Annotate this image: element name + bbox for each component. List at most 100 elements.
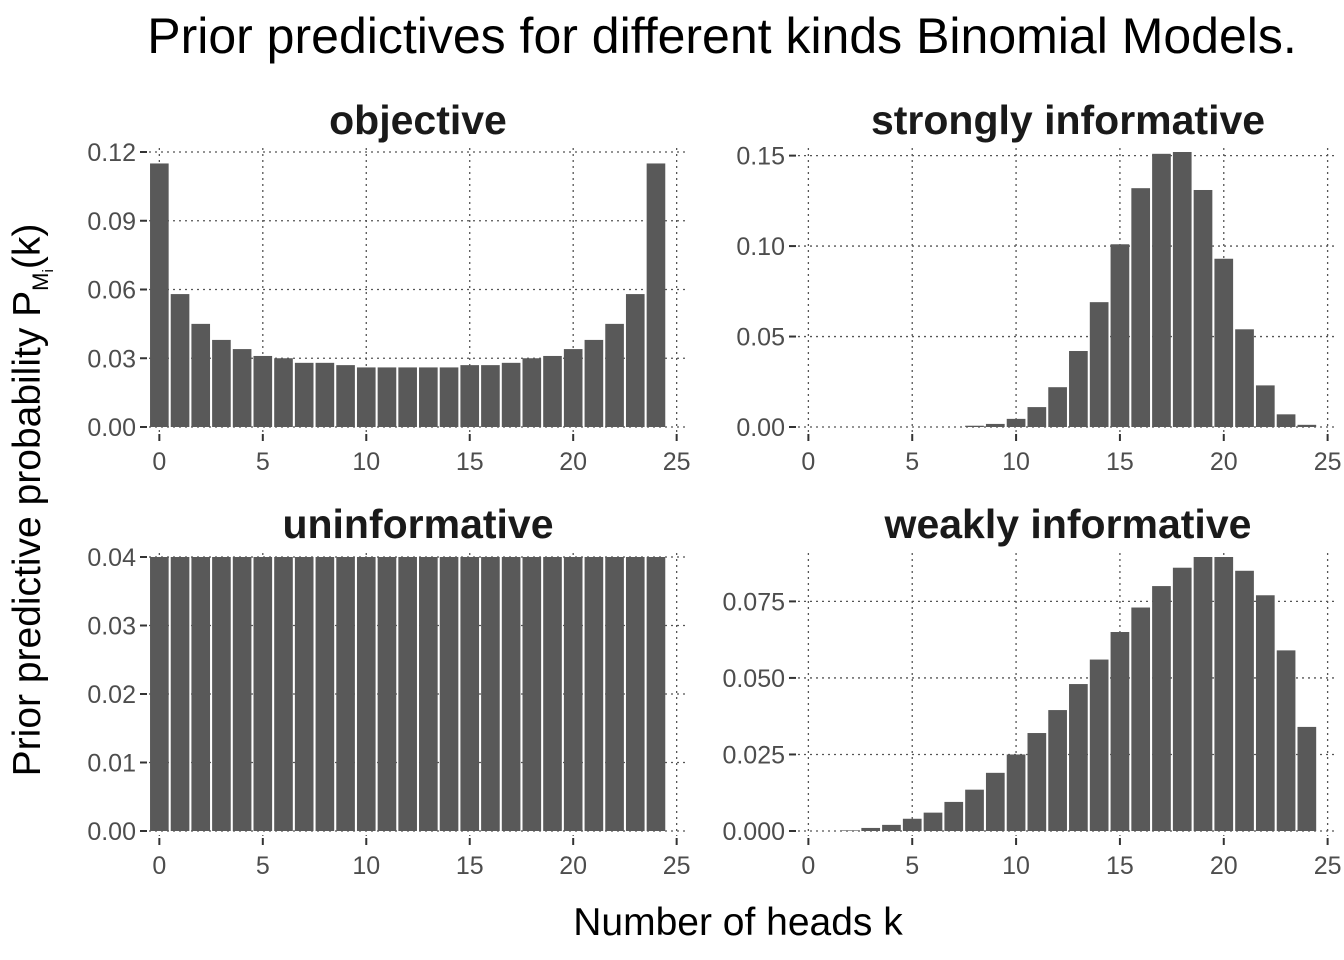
bar: [501, 362, 521, 427]
bar: [232, 349, 252, 427]
bar: [944, 801, 964, 831]
bar: [274, 557, 293, 831]
bar: [646, 163, 666, 428]
bar: [1214, 258, 1234, 427]
bar: [1297, 726, 1317, 831]
bar: [923, 812, 943, 831]
bar: [1131, 188, 1151, 427]
x-tick-label: 10: [1002, 852, 1030, 880]
y-tick-label: 0.075: [722, 588, 785, 616]
y-axis-title-tail: (k): [6, 224, 49, 269]
panel-uninformative: uninformative 0 5 10 15 20 25 0.00 0.01 0.02 0.03 0…: [87, 501, 690, 880]
y-tick-label: 0.12: [87, 139, 136, 167]
bar: [460, 557, 480, 831]
y-tick-label: 0.025: [722, 741, 785, 769]
bar: [501, 557, 521, 831]
bar: [584, 339, 604, 427]
x-tick-label: 15: [1106, 448, 1134, 476]
bar: [460, 365, 480, 427]
bar: [563, 349, 583, 427]
bar: [212, 339, 231, 427]
bar: [882, 824, 901, 831]
bar: [522, 557, 542, 831]
bar: [543, 557, 562, 831]
bar: [253, 557, 273, 831]
bar: [543, 355, 562, 427]
bar: [646, 557, 666, 831]
bar: [150, 557, 169, 831]
bar: [1276, 414, 1296, 427]
bar: [584, 557, 604, 831]
bar: [1048, 387, 1067, 427]
bar: [170, 294, 190, 427]
x-tick-label: 0: [152, 448, 166, 476]
x-tick-label: 5: [905, 852, 919, 880]
bar: [965, 425, 984, 427]
bar: [1255, 595, 1275, 831]
bar: [1089, 659, 1109, 831]
x-tick-label: 15: [456, 852, 484, 880]
bar: [1069, 684, 1088, 831]
bar: [336, 365, 355, 427]
facet-title-strongly-informative: strongly informative: [871, 97, 1265, 143]
x-tick-label: 15: [456, 448, 484, 476]
bar: [605, 557, 624, 831]
bar: [481, 365, 500, 427]
x-tick-label: 25: [663, 852, 691, 880]
x-tick-label: 25: [1314, 448, 1342, 476]
bar: [377, 367, 397, 427]
y-tick-label: 0.15: [736, 143, 785, 171]
bar: [398, 367, 417, 427]
bar: [315, 362, 335, 427]
bar: [1172, 567, 1192, 831]
bar: [191, 557, 211, 831]
bar: [1110, 244, 1130, 427]
bar: [1006, 418, 1026, 427]
bar: [625, 557, 645, 831]
panel-strongly-informative: strongly informative 0 5 10 15 20 25 0.00 0.05 0.…: [736, 97, 1341, 476]
x-tick-label: 5: [905, 448, 919, 476]
bar: [1235, 329, 1254, 427]
bar: [1069, 351, 1088, 427]
bar: [481, 557, 500, 831]
facet-title-objective: objective: [329, 97, 507, 143]
y-tick-label: 0.03: [87, 345, 136, 373]
y-tick-label: 0.06: [87, 277, 136, 305]
y-tick-label: 0.05: [736, 324, 785, 352]
bar: [605, 323, 624, 427]
y-axis-title-main: Prior predictive probability P: [6, 291, 49, 777]
bar: [232, 557, 252, 831]
bar: [1089, 302, 1109, 427]
bar: [1131, 607, 1151, 831]
bar: [1235, 570, 1254, 831]
facet-title-weakly-informative: weakly informative: [884, 501, 1252, 547]
bar: [1027, 407, 1047, 427]
bar: [1214, 557, 1234, 831]
facet-title-uninformative: uninformative: [282, 501, 553, 547]
x-tick-label: 10: [1002, 448, 1030, 476]
y-axis-title-subsubscript: i: [40, 269, 57, 272]
x-tick-label: 0: [801, 852, 815, 880]
bar: [1110, 632, 1130, 831]
bar: [1172, 152, 1192, 427]
bar: [212, 557, 231, 831]
bar: [965, 789, 984, 831]
x-tick-label: 5: [256, 852, 270, 880]
bar: [985, 423, 1005, 427]
bar: [1006, 754, 1026, 831]
bar: [274, 358, 293, 427]
y-tick-label: 0.00: [87, 818, 136, 846]
bar: [377, 557, 397, 831]
y-tick-label: 0.00: [736, 414, 785, 442]
bar: [356, 367, 376, 427]
bar: [419, 367, 438, 427]
x-tick-label: 20: [1210, 852, 1238, 880]
y-tick-label: 0.000: [722, 818, 785, 846]
bar: [315, 557, 335, 831]
y-axis-title-subscript: M: [28, 272, 53, 290]
y-tick-label: 0.10: [736, 233, 785, 261]
bar: [439, 557, 459, 831]
bar: [253, 355, 273, 427]
y-tick-label: 0.04: [87, 544, 136, 572]
